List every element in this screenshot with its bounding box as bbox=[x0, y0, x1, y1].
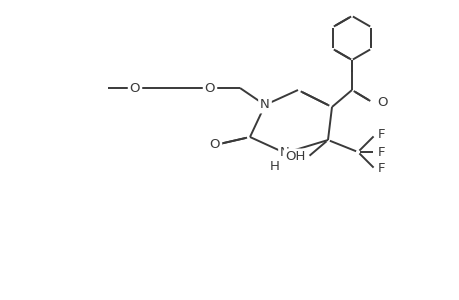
Text: O: O bbox=[376, 95, 386, 109]
Text: F: F bbox=[377, 163, 385, 176]
Text: H: H bbox=[269, 160, 280, 173]
Text: F: F bbox=[377, 128, 385, 142]
Text: OH: OH bbox=[285, 151, 305, 164]
Text: O: O bbox=[204, 82, 215, 94]
Text: O: O bbox=[209, 139, 220, 152]
Text: F: F bbox=[377, 146, 385, 158]
Text: O: O bbox=[129, 82, 140, 94]
Text: N: N bbox=[259, 98, 269, 112]
Text: N: N bbox=[280, 146, 289, 160]
